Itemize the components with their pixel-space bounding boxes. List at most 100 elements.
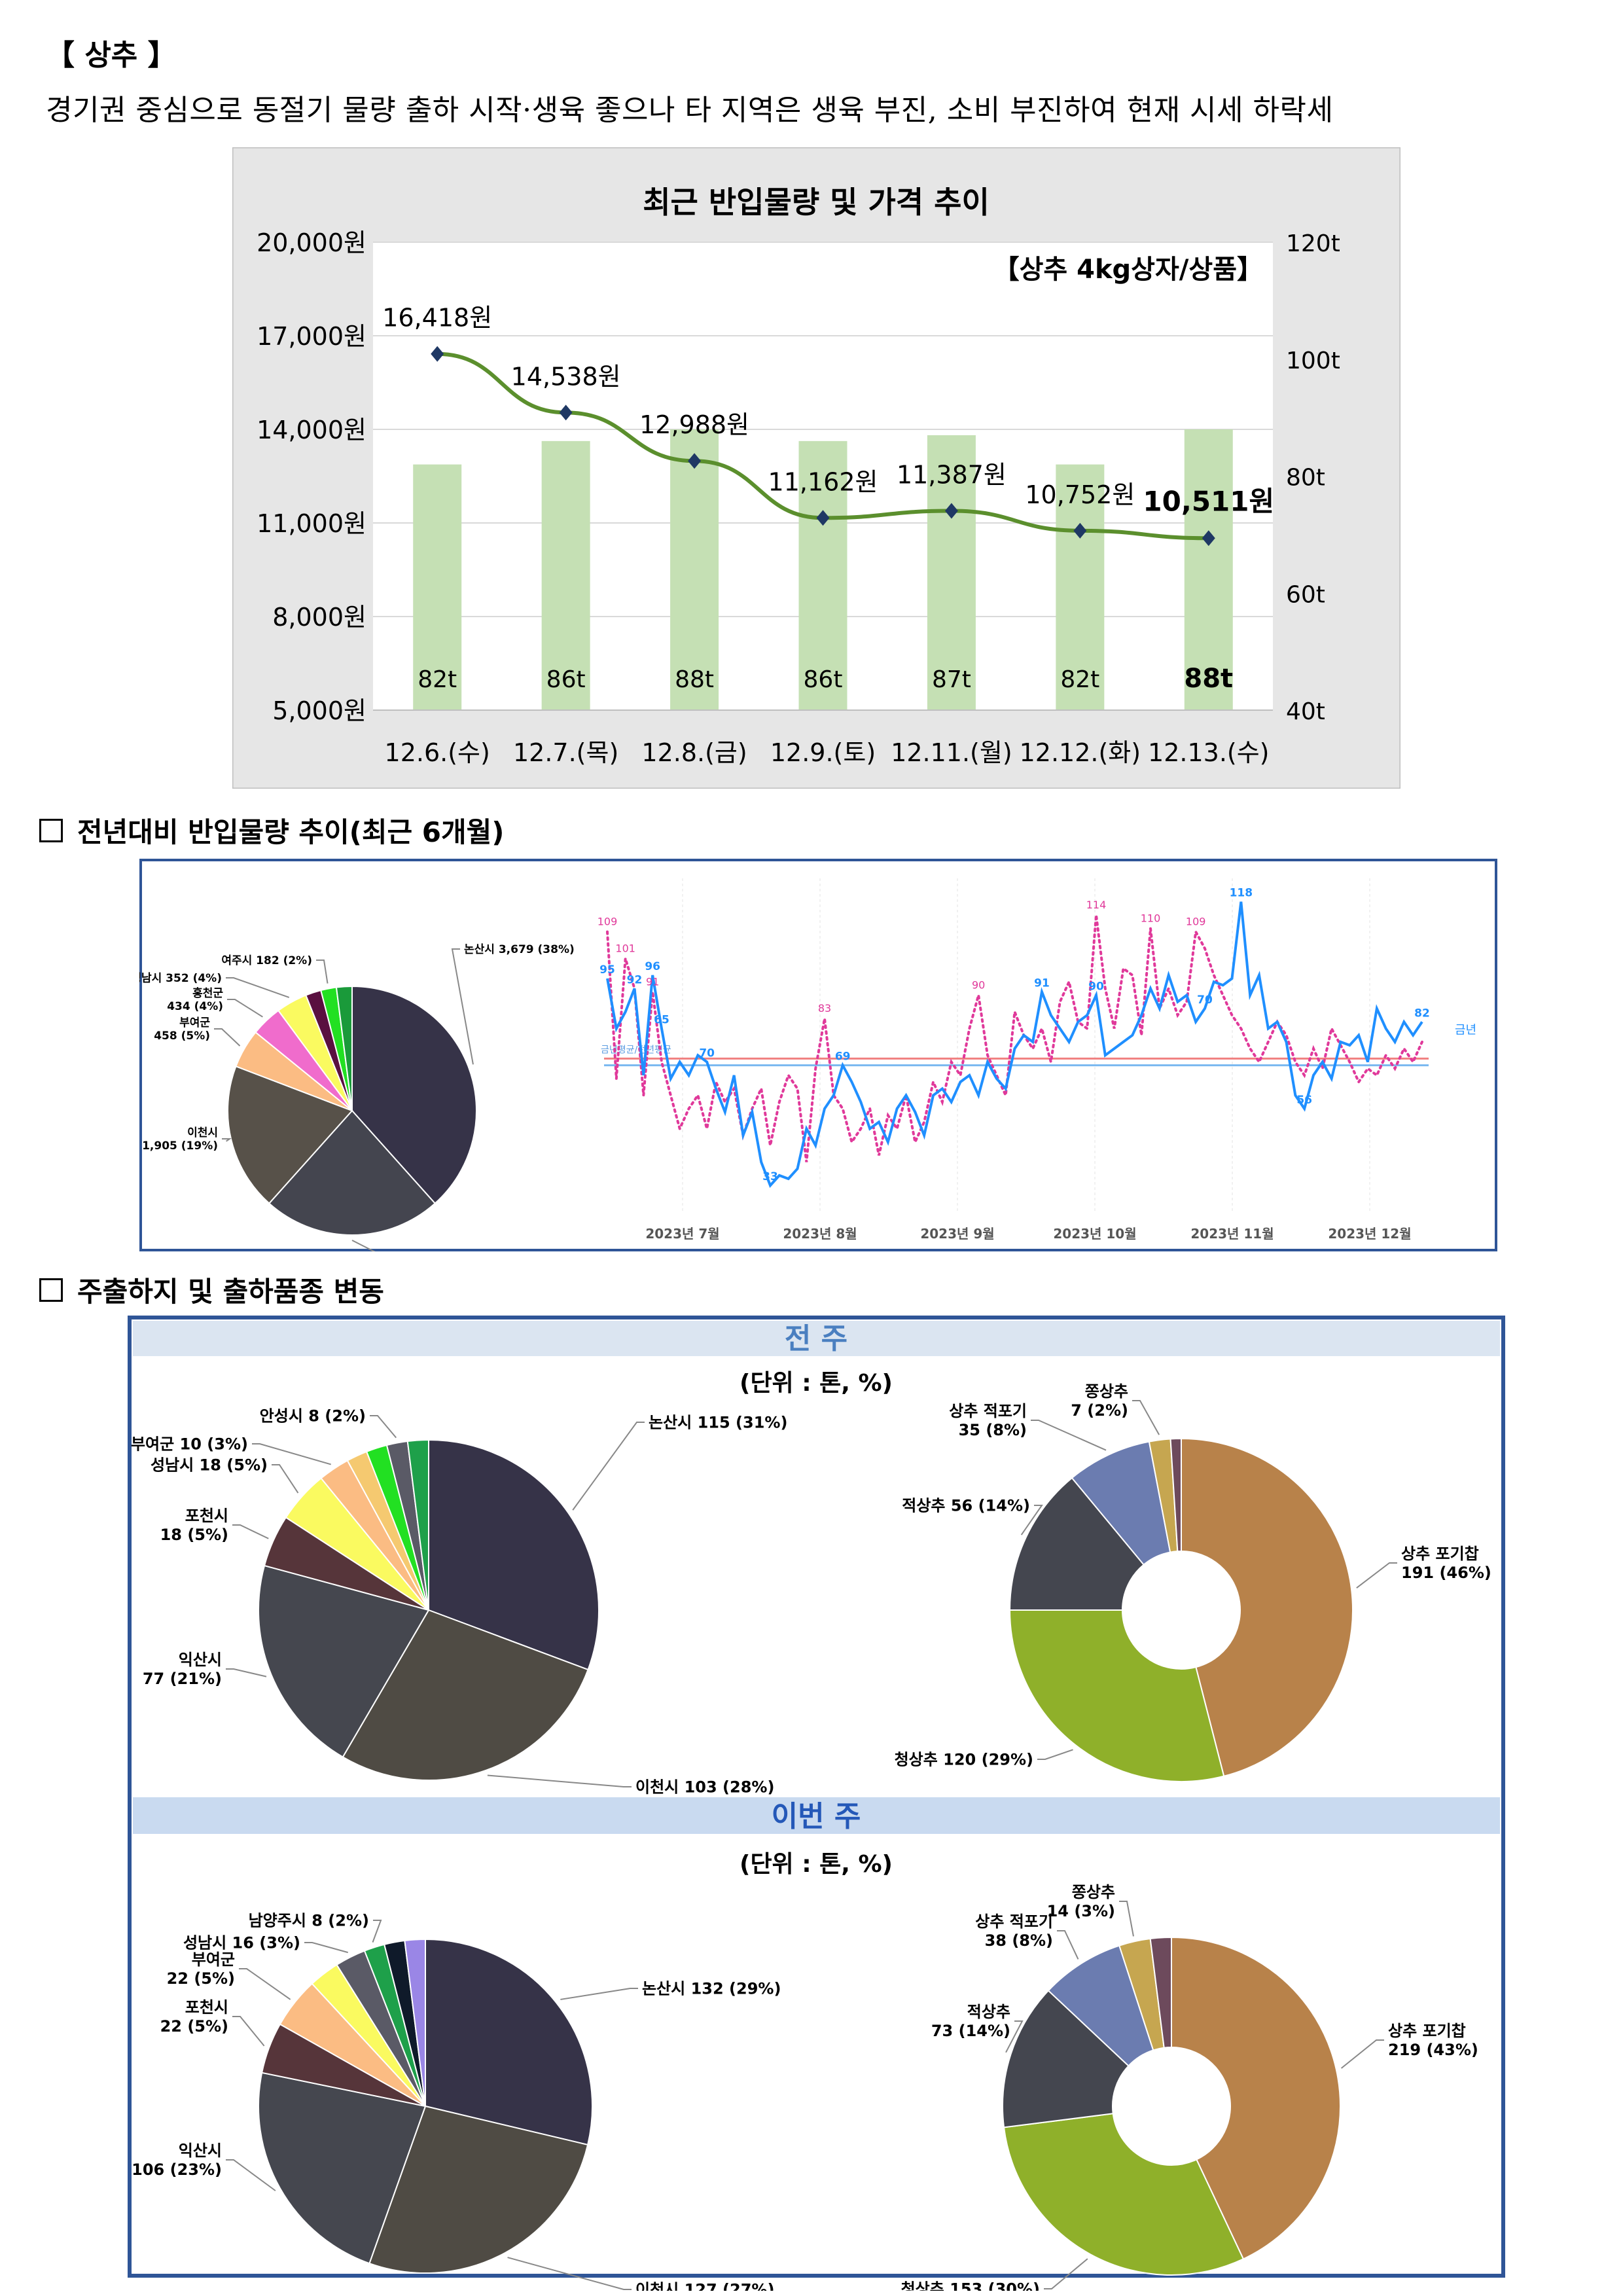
pie-label: 논산시 115 (31%) <box>649 1413 787 1431</box>
y-left-tick: 11,000원 <box>257 509 366 538</box>
this-year-point-label: 96 <box>645 960 660 973</box>
pie-leader-line <box>1031 1420 1107 1451</box>
page-title: 【 상추 】 <box>46 39 177 72</box>
x-tick-label: 2023년 8월 <box>783 1226 857 1242</box>
price-label: 10,511원 <box>1143 485 1274 517</box>
this-year-point-label: 70 <box>699 1047 715 1060</box>
last-year-point-label: 110 <box>1141 912 1161 925</box>
pie-label: 성남시 18 (5%) <box>151 1456 268 1474</box>
pie-label: 부여군 10 (3%) <box>131 1435 248 1453</box>
x-tick-label: 12.7.(목) <box>513 738 618 767</box>
pie-label: 성남시 16 (3%) <box>183 1933 300 1952</box>
volume-price-chart: 최근 반입물량 및 가격 추이 【상추 4kg상자/상품】 82t 86t 88t 8… <box>232 147 1400 789</box>
pie-label: 458 (5%) <box>154 1030 210 1043</box>
pie-slice <box>368 2105 589 2274</box>
pie-slice <box>1008 1477 1145 1611</box>
pie-slice <box>1171 1936 1341 2260</box>
pie-label: 상추 적포기 <box>949 1402 1027 1420</box>
pie-slice <box>425 1938 593 2146</box>
this-year-line <box>606 901 1423 1188</box>
volume-bar <box>413 464 462 710</box>
pie-label: 38 (8%) <box>985 1931 1053 1950</box>
pie-label: 22 (5%) <box>160 2017 228 2036</box>
this-year-point-label: 118 <box>1230 887 1253 900</box>
pie-leader-line <box>1020 1505 1043 1535</box>
x-tick-label: 2023년 11월 <box>1190 1226 1274 1242</box>
pie-slice <box>406 1439 429 1611</box>
pie-label: 18 (5%) <box>160 1526 228 1544</box>
pie-leader-line <box>227 999 263 1018</box>
unit-label-prev: (단위 : 톤, %) <box>740 1370 893 1397</box>
pie-label: 434 (4%) <box>167 1000 223 1013</box>
volume-bar <box>1056 464 1105 710</box>
last-year-point-label: 101 <box>615 942 635 954</box>
pie-slice <box>258 1564 430 1758</box>
this-year-point-label: 69 <box>835 1050 851 1064</box>
volume-bar <box>798 440 847 710</box>
x-tick-label: 2023년 7월 <box>645 1226 719 1242</box>
group-header-prev: 전 주 <box>785 1322 847 1355</box>
pie-leader-line <box>1132 1400 1160 1435</box>
chart-title: 최근 반입물량 및 가격 추이 <box>643 185 990 220</box>
pie-leader-line <box>351 1240 376 1251</box>
price-label: 11,387원 <box>897 461 1007 490</box>
section-checkbox-icon <box>39 1278 63 1302</box>
volume-bar-label: 88t <box>1184 664 1233 694</box>
price-label: 14,538원 <box>511 362 621 391</box>
pie-leader-line <box>372 1920 382 1943</box>
price-marker <box>431 346 444 362</box>
x-tick-label: 12.8.(금) <box>641 738 747 767</box>
volume-bar-label: 88t <box>675 666 714 693</box>
price-marker <box>1202 530 1215 547</box>
pie-slice <box>257 2072 427 2265</box>
unit-label-this: (단위 : 톤, %) <box>740 1851 893 1878</box>
pie-label: 홍천군 <box>192 986 223 1000</box>
pie-label: 73 (14%) <box>931 2022 1010 2040</box>
section-origin: 주출하지 및 출하품종 변동 <box>39 1270 384 1310</box>
pie-leader-line <box>572 1422 645 1511</box>
pie-label: 남양주시 8 (2%) <box>249 1911 369 1929</box>
this-year-point-label: 70 <box>1197 994 1213 1007</box>
pie-label: 이천시 103 (28%) <box>635 1778 774 1796</box>
price-marker <box>559 404 573 421</box>
this-year-point-label: 90 <box>1088 980 1104 994</box>
last-year-point-label: 109 <box>1186 916 1206 928</box>
pie-label: 이천시 <box>187 1126 218 1139</box>
pie-label: 1,905 (19%) <box>142 1139 218 1153</box>
price-label: 16,418원 <box>382 304 492 332</box>
x-tick-label: 2023년 9월 <box>920 1226 994 1242</box>
pie-label: 7 (2%) <box>1071 1401 1128 1420</box>
pie-leader-line <box>232 2016 265 2047</box>
price-marker <box>688 453 702 469</box>
group-header-this: 이번 주 <box>772 1800 861 1833</box>
pie-label: 안성시 8 (2%) <box>260 1407 366 1425</box>
pie-slice <box>1149 1936 1172 2049</box>
chart-annotation: 【상추 4kg상자/상품】 <box>993 255 1263 285</box>
this-year-point-label: 82 <box>1414 1007 1430 1020</box>
pie-leader-line <box>560 1988 638 2000</box>
pie-slice <box>351 985 477 1205</box>
pie-label: 219 (43%) <box>1388 2041 1478 2059</box>
pie-leader-line <box>1340 2039 1384 2069</box>
last-year-point-label: 114 <box>1086 899 1107 911</box>
pie-leader-line <box>451 948 474 1065</box>
section-origin-title: 주출하지 및 출하품종 변동 <box>77 1276 384 1308</box>
pie-label: 상추 적포기 <box>975 1912 1053 1931</box>
x-tick-label: 12.12.(화) <box>1020 738 1141 767</box>
section-checkbox-icon <box>39 818 63 842</box>
pie-leader-line <box>370 1415 397 1439</box>
pie-slice <box>1002 1989 1130 2128</box>
price-marker <box>944 503 958 519</box>
x-tick-label: 12.11.(월) <box>891 738 1012 767</box>
y-left-tick: 17,000원 <box>257 322 366 351</box>
pie-leader-line <box>1005 2020 1024 2053</box>
x-tick-label: 12.9.(토) <box>770 738 876 767</box>
pie-leader-line <box>226 1668 267 1677</box>
pie-leader-line <box>1037 1749 1073 1760</box>
pie-leader-line <box>316 960 329 984</box>
y-left-tick: 14,000원 <box>257 416 366 444</box>
price-label: 10,752원 <box>1025 480 1135 509</box>
pie-leader-line <box>226 977 290 998</box>
volume-bar-label: 87t <box>932 666 971 693</box>
pie-label: 익산시 <box>179 2142 222 2160</box>
